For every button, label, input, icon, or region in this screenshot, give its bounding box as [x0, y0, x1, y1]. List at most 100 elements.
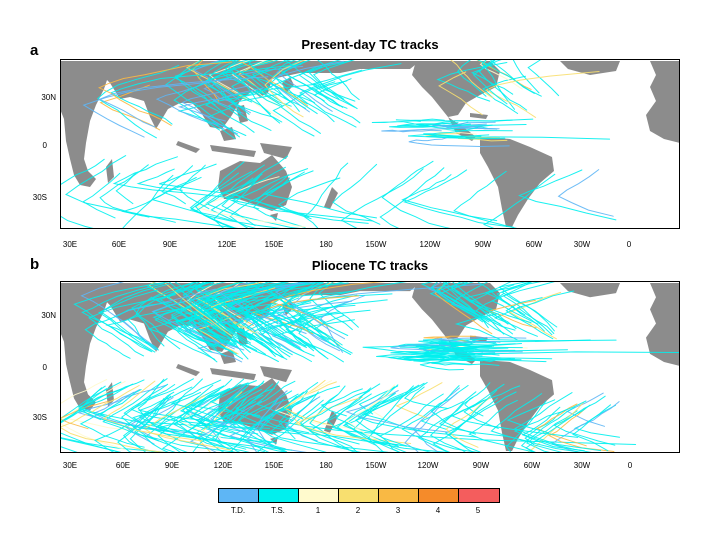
panel-b-lon-label: 0 — [627, 461, 633, 470]
landmass — [210, 368, 256, 381]
tc-track — [438, 71, 483, 116]
panel-b-lat-label: 30S — [32, 413, 47, 422]
tc-track — [60, 158, 105, 229]
tc-track — [299, 63, 402, 128]
tc-track — [513, 392, 602, 452]
tc-track — [294, 301, 350, 347]
panel-b-lon-label: 60E — [115, 461, 131, 470]
tc-track — [430, 385, 477, 435]
tc-track — [117, 393, 171, 453]
tc-track — [308, 60, 353, 100]
panel-b-letter: b — [30, 256, 40, 273]
tc-track — [520, 407, 576, 453]
tc-track — [417, 397, 474, 453]
tc-track — [211, 390, 293, 453]
tc-track — [189, 161, 245, 229]
landmass — [220, 349, 236, 364]
tc-track — [403, 169, 514, 228]
landmass — [282, 77, 294, 93]
tc-track — [298, 59, 356, 108]
tc-track — [227, 93, 281, 131]
landmass — [470, 113, 488, 119]
tc-track — [60, 381, 128, 453]
tc-track — [442, 281, 489, 329]
tc-track — [238, 59, 289, 101]
panel-a-lat-label: 30S — [32, 193, 47, 202]
panel-a-letter: a — [30, 42, 39, 59]
tc-track — [548, 408, 615, 452]
tc-track — [195, 281, 286, 344]
tc-track — [181, 281, 248, 345]
tc-track — [396, 356, 547, 363]
tc-track — [265, 281, 349, 336]
tc-track — [209, 380, 257, 415]
landmass — [260, 365, 292, 383]
tc-track — [336, 386, 459, 453]
tc-track — [80, 281, 156, 347]
landmass — [480, 359, 554, 451]
landmass — [646, 283, 680, 366]
tc-track — [312, 59, 359, 100]
tc-track — [174, 295, 264, 357]
tc-track — [246, 390, 288, 453]
tc-track — [367, 385, 414, 453]
tc-track — [440, 281, 507, 322]
landmass — [412, 283, 500, 340]
panel-a-lon-axis: 30E 60E 90E 120E 150E 180 150W 120W 90W … — [60, 240, 680, 254]
tc-track — [79, 391, 145, 448]
tc-track — [430, 281, 484, 323]
tc-track — [326, 393, 377, 446]
landmass — [260, 143, 292, 159]
tc-track — [98, 289, 159, 353]
tc-track — [269, 281, 397, 329]
tc-track — [173, 76, 231, 131]
tc-track — [345, 391, 394, 441]
tc-track — [502, 281, 553, 336]
tc-track — [450, 281, 518, 341]
legend-label: 3 — [395, 506, 401, 515]
tc-track — [223, 388, 276, 435]
tc-track — [205, 164, 309, 229]
tc-track — [99, 172, 176, 223]
tc-track — [213, 309, 267, 351]
tc-track — [290, 294, 358, 346]
tc-track — [472, 358, 515, 363]
panel-b-lon-label: 150W — [365, 461, 387, 470]
legend-label: T.S. — [271, 506, 285, 515]
tc-track — [161, 165, 193, 205]
tc-track — [436, 341, 473, 346]
tc-track — [243, 281, 326, 323]
tc-track — [447, 389, 498, 453]
tc-track — [501, 281, 558, 328]
tc-track — [303, 162, 349, 229]
landmass — [560, 283, 620, 298]
tc-track — [395, 118, 445, 122]
tc-track — [572, 404, 611, 452]
tc-track — [231, 383, 289, 453]
tc-track — [432, 121, 497, 130]
legend-swatch — [299, 489, 339, 502]
panel-a-lon-label: 0 — [626, 240, 632, 249]
panel-a-lon-label: 180 — [319, 240, 333, 249]
landmass — [646, 61, 680, 143]
tc-track — [82, 81, 210, 138]
tc-track — [189, 400, 262, 453]
legend-label: 1 — [315, 506, 321, 515]
tc-track — [431, 343, 522, 356]
legend-swatch — [459, 489, 499, 502]
panel-b-lon-label: 90E — [164, 461, 180, 470]
tc-track — [281, 286, 311, 333]
legend-swatch — [219, 489, 259, 502]
tc-track — [60, 379, 151, 433]
tc-track — [136, 168, 183, 191]
tc-track — [230, 168, 374, 222]
tc-track — [170, 294, 218, 348]
panel-b-map-svg — [60, 281, 680, 453]
tc-track — [275, 281, 345, 340]
tc-track — [60, 400, 109, 430]
tc-track — [251, 59, 306, 109]
landmass — [176, 141, 200, 153]
tc-track — [190, 281, 263, 323]
tc-track — [233, 166, 310, 218]
tc-track — [152, 286, 285, 353]
